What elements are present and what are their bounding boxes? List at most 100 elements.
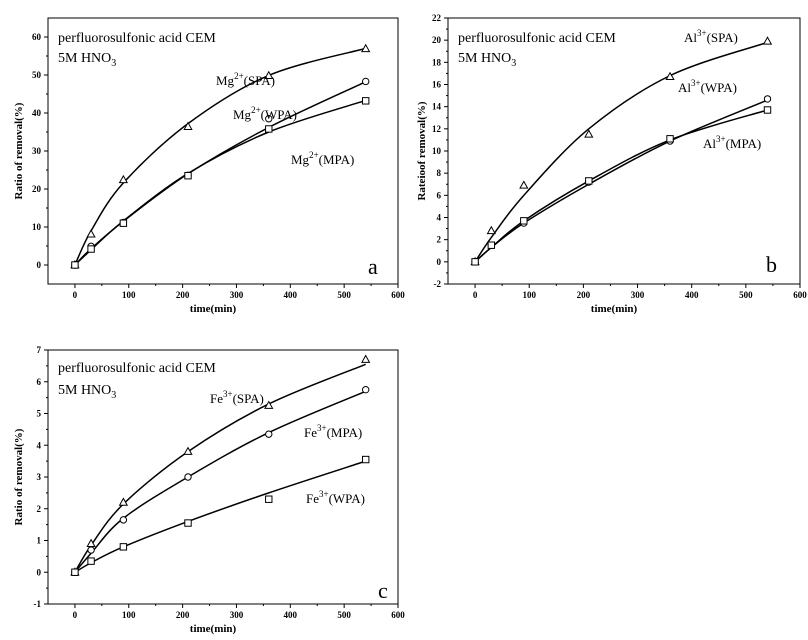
y-tick-label: 6 bbox=[437, 190, 442, 200]
series-label: Al3+(WPA) bbox=[678, 78, 737, 95]
x-tick-label: 400 bbox=[284, 290, 298, 300]
data-point-square bbox=[487, 241, 496, 249]
series-label-charge: 3+ bbox=[223, 389, 233, 399]
y-tick-label: 30 bbox=[32, 146, 42, 156]
x-tick-label: 600 bbox=[391, 610, 405, 620]
data-point-square bbox=[87, 557, 95, 565]
data-point-square bbox=[666, 135, 674, 143]
y-axis-title: Ratio of removal(%) bbox=[13, 102, 25, 199]
x-axis-title: time(min) bbox=[591, 303, 638, 315]
data-point-triangle bbox=[118, 497, 129, 506]
data-point-triangle bbox=[86, 229, 96, 238]
series-label: Al3+(SPA) bbox=[684, 28, 738, 45]
fit-curve bbox=[74, 390, 366, 573]
y-tick-label: 50 bbox=[32, 70, 42, 80]
data-point-triangle bbox=[118, 174, 129, 184]
data-point-triangle bbox=[361, 354, 371, 363]
panel-letter: a bbox=[368, 254, 378, 279]
data-point-circle bbox=[119, 516, 128, 524]
series-label-charge: 2+ bbox=[251, 105, 261, 115]
series-triangle: Al3+(SPA) bbox=[470, 28, 773, 266]
data-point-square bbox=[184, 519, 192, 527]
data-point-circle bbox=[265, 115, 273, 123]
series-label-method: (SPA) bbox=[707, 30, 738, 45]
series-square: Al3+(MPA) bbox=[471, 106, 772, 266]
data-point-triangle bbox=[183, 446, 193, 455]
x-axis-title: time(min) bbox=[190, 623, 237, 635]
annotation-membrane: perfluorosulfonic acid CEM bbox=[58, 361, 216, 376]
series-label-element: Mg bbox=[291, 152, 310, 167]
data-point-square bbox=[119, 543, 128, 551]
series-label-element: Al bbox=[684, 30, 697, 45]
x-tick-label: 300 bbox=[631, 290, 645, 300]
annotation-acid-formula: 5M HNO bbox=[458, 51, 511, 66]
x-tick-label: 500 bbox=[337, 610, 351, 620]
chart-panel-a: 0 100 200 300 400 500 600 0 10 20 30 40 50 60 time(min… bbox=[13, 17, 405, 315]
x-tick-label: 200 bbox=[176, 290, 190, 300]
x-tick-label: 200 bbox=[577, 290, 591, 300]
x-tick-label: 100 bbox=[522, 290, 536, 300]
y-tick-label: 40 bbox=[32, 108, 42, 118]
x-tick-label: 500 bbox=[739, 290, 753, 300]
y-tick-label: 14 bbox=[432, 102, 442, 112]
y-tick-label: 20 bbox=[432, 35, 442, 45]
x-tick-label: 0 bbox=[73, 290, 78, 300]
series-label-method: (MPA) bbox=[327, 425, 363, 440]
data-point-square bbox=[119, 219, 128, 227]
series-label-method: (WPA) bbox=[701, 80, 737, 95]
data-point-square bbox=[763, 106, 772, 114]
y-tick-label: 12 bbox=[432, 124, 442, 134]
y-tick-label: 5 bbox=[37, 409, 42, 419]
y-tick-label: 10 bbox=[32, 222, 42, 232]
fit-curve bbox=[74, 460, 366, 573]
data-point-circle bbox=[361, 385, 370, 394]
x-tick-label: 400 bbox=[685, 290, 699, 300]
x-tick-label: 300 bbox=[230, 610, 244, 620]
y-tick-label: 2 bbox=[437, 235, 442, 245]
series-label-charge: 3+ bbox=[317, 423, 327, 433]
annotation-acid-subscript: 3 bbox=[111, 390, 116, 401]
series-label: Mg2+(WPA) bbox=[233, 105, 297, 122]
series-label: Fe3+(WPA) bbox=[306, 489, 365, 506]
series-label: Mg2+(MPA) bbox=[291, 150, 354, 167]
y-tick-label: 10 bbox=[432, 146, 442, 156]
data-point-triangle bbox=[486, 225, 496, 235]
fit-curve bbox=[74, 99, 366, 266]
x-axis-title: time(min) bbox=[190, 303, 237, 315]
x-tick-label: 600 bbox=[391, 290, 405, 300]
data-point-square bbox=[585, 177, 593, 185]
series-label-charge: 3+ bbox=[716, 134, 726, 144]
series-circle: Fe3+(MPA) bbox=[71, 385, 370, 576]
data-point-square bbox=[265, 495, 273, 503]
x-tick-label: 600 bbox=[793, 290, 807, 300]
y-tick-label: 3 bbox=[37, 472, 42, 482]
y-axis-title: Rateioof removal(%) bbox=[416, 101, 428, 200]
series-label-charge: 3+ bbox=[697, 28, 707, 38]
annotation-membrane: perfluorosulfonic acid CEM bbox=[458, 31, 616, 46]
data-point-triangle bbox=[361, 43, 371, 53]
annotation-acid-formula: 5M HNO bbox=[58, 51, 111, 66]
y-tick-label: 18 bbox=[432, 57, 442, 67]
series-label: Al3+(MPA) bbox=[703, 134, 761, 151]
series-label-element: Fe bbox=[210, 391, 223, 406]
y-tick-label: -2 bbox=[434, 279, 442, 289]
y-tick-label: 2 bbox=[37, 504, 42, 514]
y-tick-label: 0 bbox=[37, 567, 42, 577]
x-tick-label: 0 bbox=[473, 290, 478, 300]
annotation-acid: 5M HNO3 bbox=[458, 51, 516, 69]
y-tick-label: 0 bbox=[37, 260, 42, 270]
y-tick-label: 60 bbox=[32, 32, 42, 42]
series-label: Fe3+(SPA) bbox=[210, 389, 264, 406]
annotation-acid-subscript: 3 bbox=[511, 58, 516, 69]
data-point-triangle bbox=[519, 180, 529, 189]
data-point-square bbox=[71, 568, 79, 576]
series-square: Mg2+(MPA) bbox=[71, 97, 370, 269]
data-point-triangle bbox=[183, 121, 193, 130]
y-tick-label: 20 bbox=[32, 184, 42, 194]
x-tick-label: 500 bbox=[337, 290, 351, 300]
data-point-triangle bbox=[665, 71, 675, 81]
series-label-method: (WPA) bbox=[261, 107, 297, 122]
y-tick-label: 1 bbox=[37, 536, 42, 546]
x-tick-label: 400 bbox=[284, 610, 298, 620]
